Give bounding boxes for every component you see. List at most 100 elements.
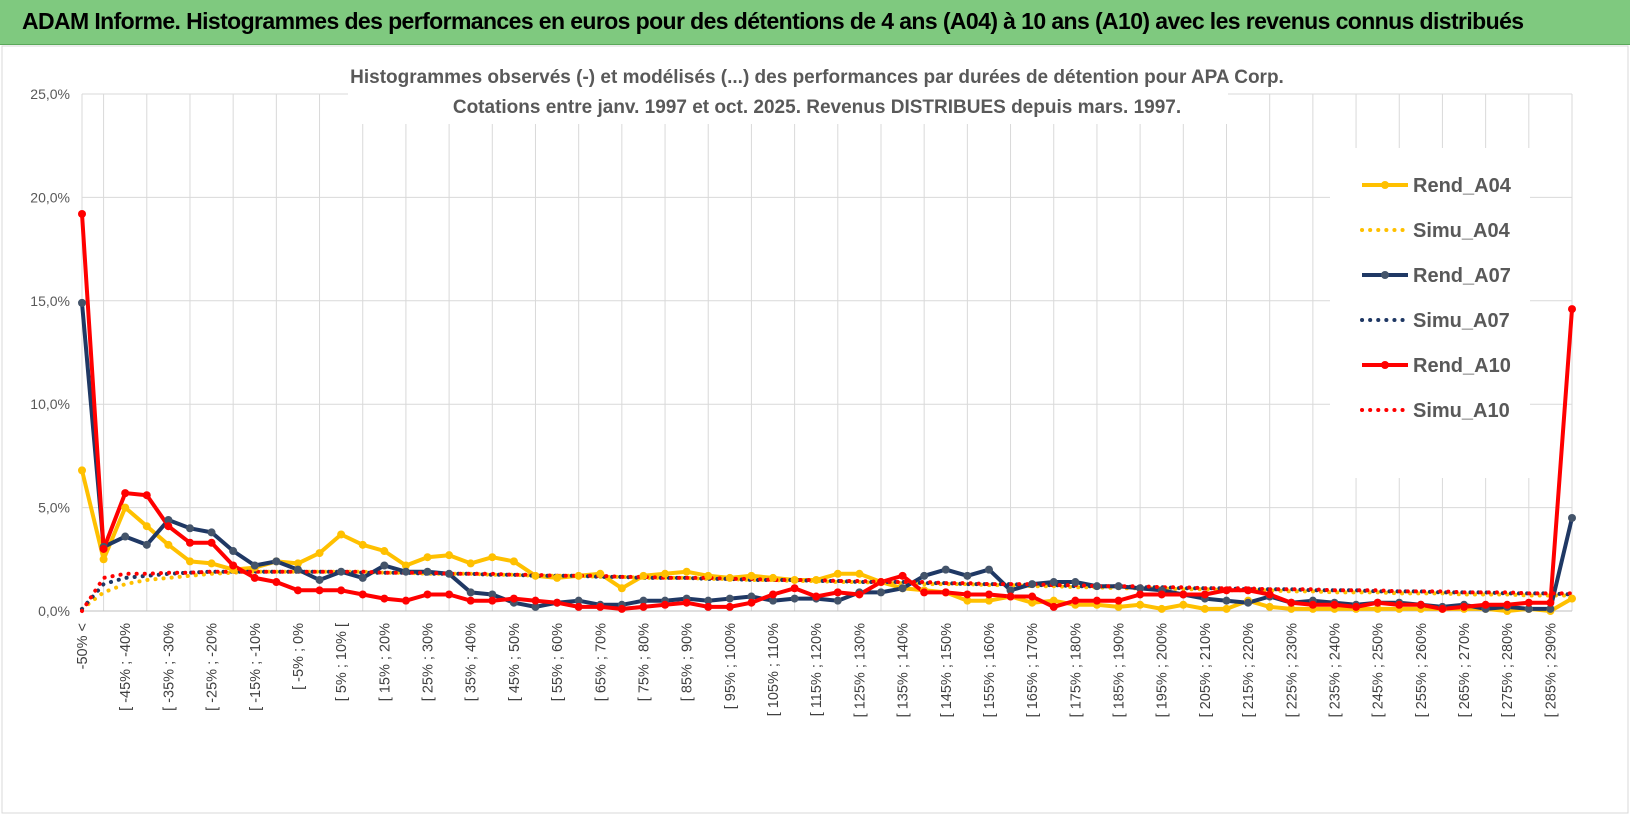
- x-tick-label: [ 165% ; 170%: [1025, 623, 1041, 717]
- data-point-rend-a04: [1157, 604, 1166, 613]
- legend-marker-rend-a04: [1381, 181, 1389, 189]
- data-point-rend-a07: [941, 565, 950, 574]
- data-point-rend-a10: [272, 578, 281, 587]
- legend-label-rend-a10: Rend_A10: [1413, 355, 1511, 377]
- data-point-rend-a07: [1028, 580, 1037, 589]
- y-tick-label: 20,0%: [30, 189, 70, 205]
- data-point-rend-a04: [99, 555, 108, 564]
- y-tick-label: 15,0%: [30, 293, 70, 309]
- data-point-rend-a07: [704, 596, 713, 605]
- data-point-rend-a04: [1265, 602, 1274, 611]
- data-point-rend-a10: [812, 592, 821, 601]
- x-tick-label: [ 55% ; 60%: [550, 623, 566, 701]
- x-tick-label: [ 225% ; 230%: [1284, 623, 1300, 717]
- data-point-rend-a04: [553, 573, 562, 582]
- data-point-rend-a07: [639, 596, 648, 605]
- data-point-rend-a10: [1222, 586, 1231, 595]
- data-point-rend-a10: [1308, 600, 1317, 609]
- x-tick-label: [ 285% ; 290%: [1543, 623, 1559, 717]
- legend-label-rend-a04: Rend_A04: [1413, 175, 1512, 197]
- y-tick-label: 25,0%: [30, 86, 70, 102]
- data-point-rend-a04: [855, 569, 864, 578]
- data-point-rend-a10: [401, 596, 410, 605]
- data-point-rend-a10: [1265, 590, 1274, 599]
- data-point-rend-a04: [1049, 596, 1058, 605]
- data-point-rend-a04: [337, 530, 346, 539]
- data-point-rend-a07: [984, 565, 993, 574]
- x-tick-label: [ 135% ; 140%: [896, 623, 912, 717]
- data-point-rend-a04: [1200, 604, 1209, 613]
- data-point-rend-a04: [315, 549, 324, 558]
- legend-marker-rend-a10: [1381, 361, 1389, 369]
- data-point-rend-a10: [1352, 602, 1361, 611]
- data-point-rend-a07: [1568, 513, 1576, 522]
- x-tick-label: [ 195% ; 200%: [1155, 623, 1171, 717]
- data-point-rend-a10: [466, 596, 475, 605]
- data-point-rend-a04: [1287, 604, 1296, 613]
- data-point-rend-a07: [747, 592, 756, 601]
- data-point-rend-a04: [682, 567, 691, 576]
- data-point-rend-a07: [725, 594, 734, 603]
- data-point-rend-a10: [207, 538, 216, 547]
- histogram-chart: 0,0% 5,0% 10,0% 15,0% 20,0% 25,0% -50% < [ -45%…: [1, 45, 1629, 814]
- data-point-rend-a07: [876, 588, 885, 597]
- banner-title: ADAM Informe. Histogrammes des performan…: [22, 8, 1524, 34]
- data-point-rend-a10: [315, 586, 324, 595]
- data-point-rend-a10: [121, 489, 130, 498]
- x-tick-label: [ -5% ; 0%: [291, 623, 307, 690]
- data-point-rend-a04: [661, 569, 670, 578]
- data-point-rend-a04: [704, 571, 713, 580]
- x-tick-label: [ 205% ; 210%: [1198, 623, 1214, 717]
- data-point-rend-a10: [445, 590, 454, 599]
- data-point-rend-a07: [898, 584, 907, 593]
- data-point-rend-a04: [509, 557, 518, 566]
- data-point-rend-a04: [466, 559, 475, 568]
- data-point-rend-a10: [1200, 590, 1209, 599]
- x-tick-label: [ 255% ; 260%: [1414, 623, 1430, 717]
- data-point-rend-a10: [164, 522, 173, 531]
- data-point-rend-a07: [963, 571, 972, 580]
- data-point-rend-a07: [315, 575, 324, 584]
- data-point-rend-a04: [963, 596, 972, 605]
- x-tick-label: [ 5% ; 10% [: [334, 623, 350, 701]
- data-point-rend-a07: [920, 571, 929, 580]
- x-tick-label: [ 265% ; 270%: [1457, 623, 1473, 717]
- data-point-rend-a10: [984, 590, 993, 599]
- data-point-rend-a04: [1114, 602, 1123, 611]
- data-point-rend-a07: [121, 532, 130, 541]
- data-point-rend-a07: [488, 590, 497, 599]
- data-point-rend-a04: [207, 559, 216, 568]
- chart-title: Histogrammes observés (-) et modélisés (…: [350, 67, 1284, 88]
- data-point-rend-a10: [358, 590, 367, 599]
- data-point-rend-a04: [401, 561, 410, 570]
- x-tick-label: [ 145% ; 150%: [939, 623, 955, 717]
- data-point-rend-a10: [769, 590, 778, 599]
- data-point-rend-a07: [337, 567, 346, 576]
- x-tick-label: -50% <: [75, 623, 91, 669]
- data-point-rend-a07: [1222, 596, 1231, 605]
- data-point-rend-a04: [574, 571, 583, 580]
- data-point-rend-a04: [142, 522, 151, 531]
- data-point-rend-a04: [445, 551, 454, 560]
- data-point-rend-a07: [272, 557, 281, 566]
- data-point-rend-a10: [1157, 590, 1166, 599]
- data-point-rend-a07: [1092, 582, 1101, 591]
- data-point-rend-a10: [617, 604, 626, 613]
- data-point-rend-a04: [488, 553, 497, 562]
- data-point-rend-a10: [855, 590, 864, 599]
- data-point-rend-a07: [833, 596, 842, 605]
- series-line-rend-a07: [80, 302, 1574, 611]
- data-point-rend-a04: [769, 573, 778, 582]
- data-point-rend-a04: [185, 557, 194, 566]
- data-point-rend-a10: [1071, 596, 1080, 605]
- data-point-rend-a10: [1546, 598, 1555, 607]
- x-tick-label: [ 25% ; 30%: [421, 623, 437, 701]
- data-point-rend-a04: [1222, 604, 1231, 613]
- data-point-rend-a04: [121, 503, 130, 512]
- x-tick-label: [ -35% ; -30%: [161, 623, 177, 711]
- data-point-rend-a10: [488, 596, 497, 605]
- y-tick-label: 0,0%: [38, 603, 70, 619]
- data-point-rend-a07: [423, 567, 432, 576]
- data-point-rend-a10: [250, 573, 259, 582]
- x-tick-label: [ 95% ; 100%: [723, 623, 739, 709]
